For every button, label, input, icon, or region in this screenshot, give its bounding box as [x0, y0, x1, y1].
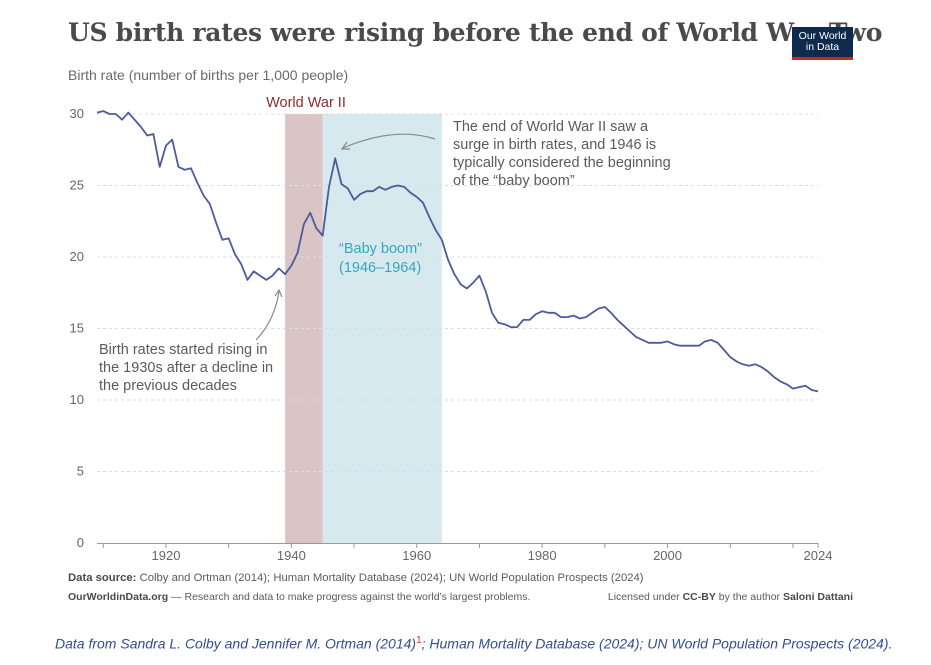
x-tick-label: 1980 — [528, 548, 557, 563]
x-tick-label: 1920 — [152, 548, 181, 563]
thirties-annotation-line-2: the 1930s after a decline in — [99, 360, 273, 376]
x-tick-label: 1960 — [402, 548, 431, 563]
source-text: Colby and Ortman (2014); Human Mortality… — [139, 572, 644, 584]
y-gridlines — [97, 113, 818, 472]
footnote-link[interactable]: 1 — [416, 635, 422, 646]
line-chart: 0 5 10 15 20 25 30 1920 1940 1960 1980 2000 2024 Wo… — [70, 95, 833, 563]
y-tick-label: 20 — [70, 249, 84, 264]
y-tick-label: 30 — [70, 106, 84, 121]
world-war-ii-label: World War II — [266, 95, 346, 111]
owid-logo[interactable]: Our World in Data — [792, 27, 853, 60]
y-tick-label: 5 — [77, 464, 84, 479]
caption-text-after: ; Human Mortality Database (2024); UN Wo… — [421, 635, 893, 652]
figure-caption: Data from Sandra L. Colby and Jennifer M… — [55, 635, 892, 652]
postwar-arrowhead — [340, 141, 350, 150]
series-lines — [96, 110, 819, 393]
site-tagline: — Research and data to make progress aga… — [171, 591, 531, 603]
thirties-arrowhead — [274, 288, 283, 298]
baby-boom-years: (1946–1964) — [339, 260, 421, 276]
postwar-annotation-line-4: of the “baby boom” — [453, 173, 575, 189]
postwar-annotation-line-1: The end of World War II saw a — [453, 119, 649, 135]
x-tick-label: 2024 — [804, 548, 833, 563]
author-name: Saloni Dattani — [782, 591, 853, 603]
license-prefix: Licensed under — [607, 591, 680, 603]
thirties-annotation-line-3: the previous decades — [99, 378, 237, 394]
series-line-birth-rate — [96, 110, 819, 393]
license-line: Licensed under CC-BY by the author Salon… — [608, 591, 853, 603]
chart-title: US birth rates were rising before the en… — [68, 18, 883, 47]
site-link[interactable]: OurWorldinData.org — [68, 591, 169, 603]
thirties-annotation-line-1: Birth rates started rising in — [99, 342, 267, 358]
annotations: World War II “Baby boom” (1946–1964) The… — [99, 95, 671, 394]
x-tick-label: 2000 — [653, 548, 682, 563]
license-mid: by the author — [718, 591, 781, 603]
y-tick-label: 25 — [70, 178, 84, 193]
chart-subtitle: Birth rate (number of births per 1,000 p… — [68, 67, 349, 83]
x-axis: 1920 1940 1960 1980 2000 2024 — [97, 543, 832, 563]
postwar-annotation-line-3: typically considered the beginning — [453, 155, 671, 171]
caption-text-before: Data from Sandra L. Colby and Jennifer M… — [55, 635, 417, 652]
y-axis-ticks: 0 5 10 15 20 25 30 — [70, 106, 84, 550]
y-tick-label: 0 — [77, 535, 84, 550]
y-tick-label: 10 — [70, 392, 84, 407]
license-link[interactable]: CC-BY — [682, 591, 716, 603]
thirties-arrow — [255, 290, 280, 341]
baby-boom-label: “Baby boom” — [339, 241, 422, 257]
data-source-line: Data source: Colby and Ortman (2014); Hu… — [68, 572, 644, 584]
postwar-arrow — [342, 133, 436, 149]
postwar-annotation-line-2: surge in birth rates, and 1946 is — [453, 137, 656, 153]
x-tick-label: 1940 — [277, 548, 306, 563]
y-tick-label: 15 — [70, 321, 84, 336]
site-line: OurWorldinData.org — Research and data t… — [68, 591, 530, 603]
source-label: Data source: — [68, 572, 137, 584]
